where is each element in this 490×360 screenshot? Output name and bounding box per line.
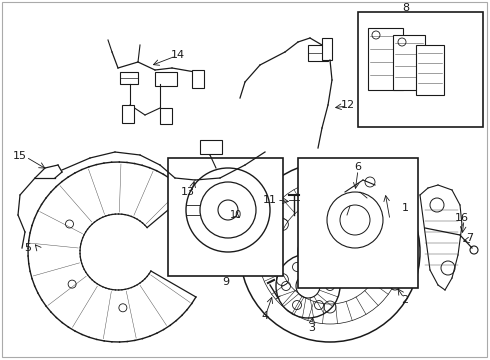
Text: 8: 8 — [402, 3, 410, 13]
Bar — [298, 158, 418, 288]
Text: 7: 7 — [466, 233, 473, 243]
Text: 2: 2 — [401, 295, 409, 305]
Text: 13: 13 — [181, 187, 195, 197]
Polygon shape — [368, 28, 403, 90]
Bar — [168, 158, 283, 276]
Text: 11: 11 — [263, 195, 277, 205]
Text: 14: 14 — [171, 50, 185, 60]
Text: 3: 3 — [309, 323, 316, 333]
Bar — [192, 70, 204, 88]
Bar — [122, 105, 134, 123]
Text: 15: 15 — [13, 151, 27, 161]
Bar — [322, 38, 332, 60]
Polygon shape — [393, 35, 425, 90]
Bar — [155, 72, 177, 86]
Text: 16: 16 — [455, 213, 469, 223]
Bar — [120, 72, 138, 84]
Text: 12: 12 — [341, 100, 355, 110]
Bar — [160, 108, 172, 124]
Text: 6: 6 — [354, 162, 362, 172]
Text: 10: 10 — [230, 210, 242, 220]
Text: 9: 9 — [222, 277, 229, 287]
Polygon shape — [416, 45, 444, 95]
Bar — [308, 45, 328, 61]
Text: 1: 1 — [401, 203, 409, 213]
Text: 5: 5 — [24, 243, 31, 253]
Bar — [358, 12, 483, 127]
Bar — [200, 140, 222, 154]
Text: 4: 4 — [262, 311, 269, 321]
